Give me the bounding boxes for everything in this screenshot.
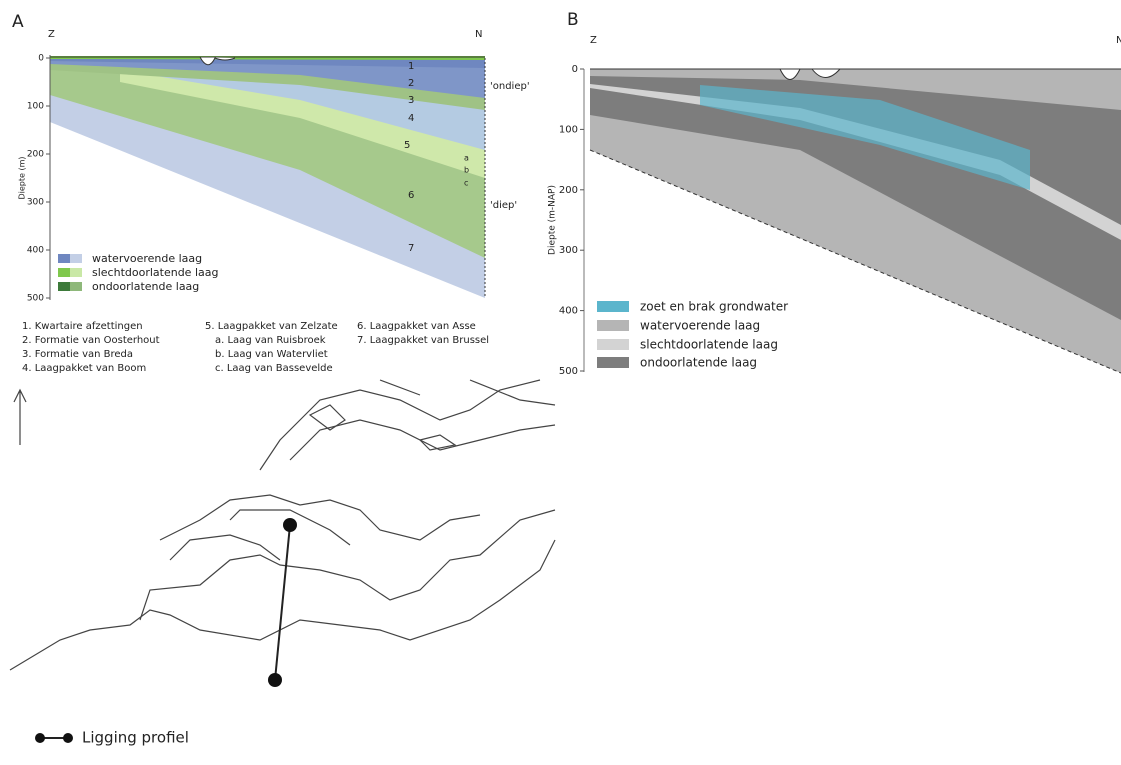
map bbox=[9, 379, 556, 743]
y-tick-label: 200 bbox=[27, 150, 44, 160]
layer-label: 2 bbox=[408, 78, 414, 89]
section-a bbox=[49, 55, 486, 300]
direction-label: Z bbox=[48, 29, 55, 40]
unit-label: 7. Laagpakket van Brussel bbox=[357, 335, 489, 346]
layer-label: b bbox=[464, 166, 469, 175]
legend-label: watervoerende laag bbox=[92, 252, 202, 265]
legend-label: slechtdoorlatende laag bbox=[92, 266, 218, 279]
unit-label: b. Laag van Watervliet bbox=[215, 349, 328, 360]
y-tick-label: 300 bbox=[27, 198, 44, 208]
unit-label: c. Laag van Bassevelde bbox=[215, 363, 333, 374]
unit-label: 3. Formatie van Breda bbox=[22, 349, 133, 360]
y-tick-label: 100 bbox=[559, 124, 578, 135]
panel-label: A bbox=[12, 12, 24, 32]
y-tick-label: 0 bbox=[38, 54, 44, 64]
y-tick-label: 400 bbox=[27, 246, 44, 256]
unit-label: 2. Formatie van Oosterhout bbox=[22, 335, 160, 346]
legend-label: watervoerende laag bbox=[640, 319, 760, 333]
y-tick-label: 0 bbox=[572, 64, 578, 75]
y-tick-label: 500 bbox=[27, 294, 44, 304]
y-axis-label: Diepte (m) bbox=[18, 156, 27, 199]
layer-label: 4 bbox=[408, 113, 414, 124]
direction-label: N bbox=[475, 29, 482, 40]
layer-label: a bbox=[464, 154, 469, 163]
unit-label: 4. Laagpakket van Boom bbox=[22, 363, 146, 374]
direction-label: N bbox=[1116, 35, 1121, 46]
layer-label: c bbox=[464, 179, 468, 188]
layer-label: 1 bbox=[408, 61, 414, 72]
y-tick-label: 300 bbox=[559, 245, 578, 256]
layer-label: 6 bbox=[408, 190, 414, 201]
layer-label: 5 bbox=[404, 140, 410, 151]
section-a-legend bbox=[58, 254, 82, 291]
unit-label: a. Laag van Ruisbroek bbox=[215, 335, 326, 346]
unit-label: 1. Kwartaire afzettingen bbox=[22, 321, 143, 332]
section-b-legend bbox=[597, 301, 629, 368]
direction-label: Z bbox=[590, 35, 597, 46]
panel-label: B bbox=[567, 10, 579, 30]
unit-label: 5. Laagpakket van Zelzate bbox=[205, 321, 338, 332]
y-tick-label: 400 bbox=[559, 306, 578, 317]
unit-label: 6. Laagpakket van Asse bbox=[357, 321, 476, 332]
legend-label: ondoorlatende laag bbox=[640, 356, 757, 370]
legend-label: ondoorlatende laag bbox=[92, 280, 199, 293]
legend-label: slechtdoorlatende laag bbox=[640, 338, 778, 352]
section-b bbox=[583, 68, 1121, 374]
layer-label: 7 bbox=[408, 243, 414, 254]
legend-label: zoet en brak grondwater bbox=[640, 300, 788, 314]
layer-label: 3 bbox=[408, 95, 414, 106]
zone-label: 'ondiep' bbox=[490, 81, 530, 92]
y-axis-label: Diepte (m-NAP) bbox=[548, 185, 558, 255]
y-tick-label: 500 bbox=[559, 366, 578, 377]
zone-label: 'diep' bbox=[490, 200, 517, 211]
map-legend-label: Ligging profiel bbox=[82, 729, 189, 747]
y-tick-label: 200 bbox=[559, 185, 578, 196]
y-tick-label: 100 bbox=[27, 102, 44, 112]
